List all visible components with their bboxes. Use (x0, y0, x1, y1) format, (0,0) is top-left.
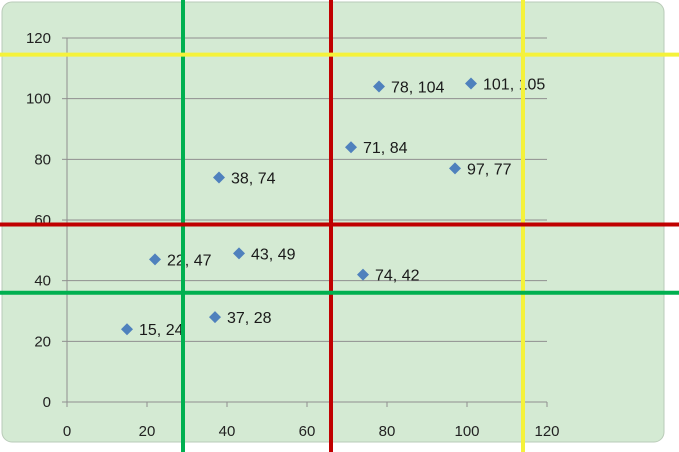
y-tick-label-80: 80 (34, 151, 51, 168)
y-tick-label-40: 40 (34, 273, 51, 290)
data-label-71-84: 71, 84 (363, 140, 408, 157)
data-label-97-77: 97, 77 (467, 161, 512, 178)
y-tick-label-100: 100 (26, 91, 51, 108)
x-tick-label-60: 60 (299, 423, 316, 440)
data-point-78-104 (373, 80, 385, 93)
data-point-101-105 (465, 77, 477, 90)
y-tick-label-120: 120 (26, 30, 51, 47)
data-label-74-42: 74, 42 (375, 268, 420, 285)
data-point-37-28 (209, 311, 221, 324)
data-label-38-74: 38, 74 (231, 171, 276, 188)
x-tick-label-40: 40 (219, 423, 236, 440)
x-tick-label-0: 0 (63, 423, 71, 440)
data-label-43-49: 43, 49 (251, 246, 296, 263)
data-point-74-42 (357, 268, 369, 281)
data-label-78-104: 78, 104 (391, 80, 444, 97)
data-label-37-28: 37, 28 (227, 310, 272, 327)
x-tick-label-20: 20 (139, 423, 156, 440)
x-tick-label-80: 80 (379, 423, 396, 440)
y-tick-label-0: 0 (43, 394, 51, 411)
x-tick-label-120: 120 (534, 423, 559, 440)
data-label-101-105: 101, 105 (483, 77, 545, 94)
y-tick-label-20: 20 (34, 333, 51, 350)
data-point-15-24 (121, 323, 133, 336)
data-label-15-24: 15, 24 (139, 322, 184, 339)
data-point-97-77 (449, 162, 461, 175)
x-tick-label-100: 100 (454, 423, 479, 440)
data-point-71-84 (345, 141, 357, 154)
data-point-43-49 (233, 247, 245, 260)
data-point-38-74 (213, 171, 225, 184)
data-label-22-47: 22, 47 (167, 252, 212, 269)
data-point-22-47 (149, 253, 161, 266)
